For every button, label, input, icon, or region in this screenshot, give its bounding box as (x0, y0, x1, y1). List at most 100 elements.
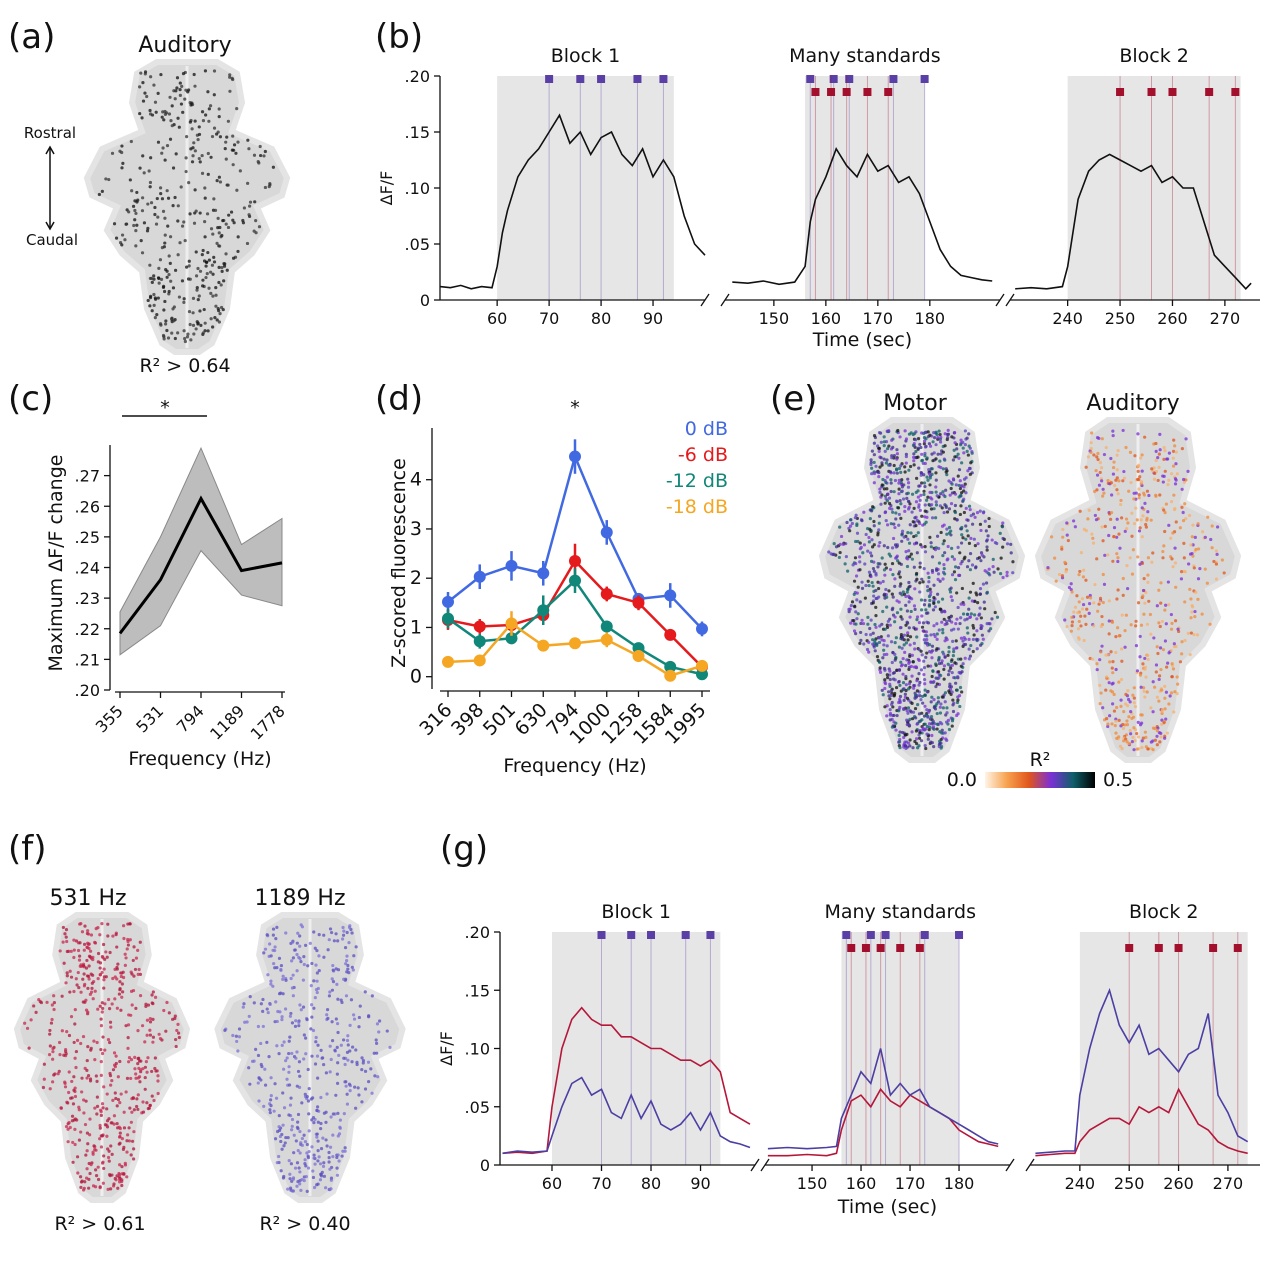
neuron-dot (360, 1068, 363, 1071)
neuron-dot (968, 444, 971, 447)
neuron-dot (1096, 474, 1099, 477)
neuron-dot (929, 476, 932, 479)
neuron-dot (1166, 662, 1169, 665)
neuron-dot (225, 136, 228, 139)
neuron-dot (920, 431, 923, 434)
neuron-dot (1099, 650, 1102, 653)
neuron-dot (941, 631, 944, 634)
panel-title: 531 Hz (49, 886, 126, 911)
neuron-dot (1126, 704, 1129, 707)
neuron-dot (152, 990, 155, 993)
neuron-dot (917, 467, 920, 470)
neuron-dot (899, 576, 902, 579)
neuron-dot (1154, 495, 1157, 498)
neuron-dot (1119, 503, 1122, 506)
neuron-dot (264, 150, 267, 153)
neuron-dot (114, 1178, 117, 1181)
neuron-dot (930, 696, 933, 699)
neuron-dot (165, 1001, 168, 1004)
neuron-dot (874, 606, 877, 609)
neuron-dot (935, 503, 938, 506)
neuron-dot (130, 972, 133, 975)
neuron-dot (87, 977, 90, 980)
neuron-dot (253, 229, 256, 232)
neuron-dot (894, 479, 897, 482)
neuron-dot (149, 112, 152, 115)
neuron-dot (908, 600, 911, 603)
neuron-dot (303, 1033, 306, 1036)
neuron-dot (970, 612, 973, 615)
neuron-dot (1097, 508, 1100, 511)
neuron-dot (1172, 450, 1175, 453)
neuron-dot (50, 1018, 53, 1021)
neuron-dot (204, 69, 207, 72)
neuron-dot (257, 1099, 260, 1102)
neuron-dot (302, 1057, 305, 1060)
neuron-dot (1173, 444, 1176, 447)
neuron-dot (1137, 735, 1140, 738)
neuron-dot (143, 221, 146, 224)
neuron-dot (159, 322, 162, 325)
neuron-dot (972, 626, 975, 629)
neuron-dot (867, 536, 870, 539)
neuron-dot (172, 319, 175, 322)
neuron-dot (903, 505, 906, 508)
neuron-dot (298, 1130, 301, 1133)
neuron-dot (99, 1005, 102, 1008)
neuron-dot (169, 235, 172, 238)
neuron-dot (939, 436, 942, 439)
neuron-dot (1112, 472, 1115, 475)
neuron-dot (267, 1011, 270, 1014)
neuron-dot (1086, 517, 1089, 520)
neuron-dot (913, 647, 916, 650)
neuron-dot (910, 702, 913, 705)
neuron-dot (946, 436, 949, 439)
neuron-dot (121, 1137, 124, 1140)
neuron-dot (164, 158, 167, 161)
neuron-dot (928, 643, 931, 646)
neuron-dot (915, 500, 918, 503)
neuron-dot (1139, 456, 1142, 459)
neuron-dot (936, 593, 939, 596)
neuron-dot (95, 927, 98, 930)
neuron-dot (1109, 457, 1112, 460)
neuron-dot (346, 968, 349, 971)
neuron-dot (212, 256, 215, 259)
neuron-dot (960, 670, 963, 673)
neuron-dot (1102, 492, 1105, 495)
neuron-dot (968, 596, 971, 599)
neuron-dot (225, 158, 228, 161)
neuron-dot (65, 1125, 68, 1128)
neuron-dot (964, 524, 967, 527)
neuron-dot (960, 484, 963, 487)
neuron-dot (967, 453, 970, 456)
neuron-dot (848, 529, 851, 532)
neuron-dot (93, 941, 96, 944)
neuron-dot (954, 622, 957, 625)
neuron-dot (1109, 518, 1112, 521)
neuron-dot (930, 503, 933, 506)
neuron-dot (978, 607, 981, 610)
neuron-dot (26, 1027, 29, 1030)
neuron-dot (898, 488, 901, 491)
neuron-dot (95, 1080, 98, 1083)
neuron-dot (194, 188, 197, 191)
neuron-dot (151, 1001, 154, 1004)
neuron-dot (71, 1115, 74, 1118)
neuron-dot (940, 531, 943, 534)
neuron-dot (950, 487, 953, 490)
stimulus-marker (863, 88, 871, 96)
neuron-dot (1146, 690, 1149, 693)
neuron-dot (310, 962, 313, 965)
neuron-dot (943, 458, 946, 461)
neuron-dot (868, 627, 871, 630)
neuron-dot (32, 1004, 35, 1007)
neuron-dot (1108, 632, 1111, 635)
neuron-dot (73, 1022, 76, 1025)
neuron-dot (969, 508, 972, 511)
neuron-dot (907, 500, 910, 503)
neuron-dot (874, 649, 877, 652)
neuron-dot (891, 446, 894, 449)
neuron-dot (936, 638, 939, 641)
neuron-dot (873, 623, 876, 626)
